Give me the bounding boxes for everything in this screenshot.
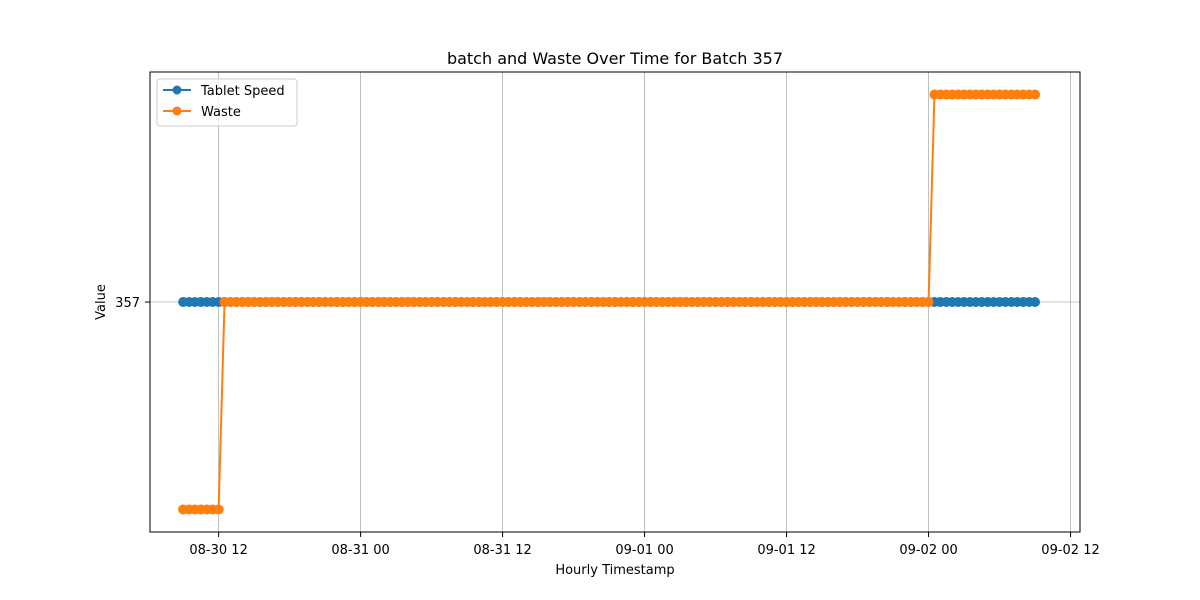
x-tick-label: 08-31 00	[331, 543, 389, 558]
x-tick-label: 08-31 12	[473, 543, 531, 558]
x-tick-label: 09-02 00	[899, 543, 957, 558]
x-axis-label: Hourly Timestamp	[555, 563, 674, 578]
legend-label-tablet-speed: Tablet Speed	[200, 84, 285, 99]
series-waste	[178, 89, 1041, 515]
data-point-tablet-speed	[1030, 297, 1041, 307]
x-tick-label: 09-02 12	[1041, 543, 1099, 558]
y-axis-label: Value	[94, 284, 109, 320]
data-point-waste	[923, 297, 934, 307]
series-layer	[178, 89, 1041, 515]
y-tick-label: 357	[115, 296, 140, 311]
x-tick-label: 09-01 00	[615, 543, 673, 558]
x-axis-ticks: 08-30 12 08-31 00 08-31 12 09-01 00 09-01 12…	[189, 532, 1100, 558]
legend-marker-waste	[172, 106, 182, 116]
legend-label-waste: Waste	[201, 105, 241, 120]
y-axis-ticks: 357	[115, 296, 150, 311]
x-tick-label: 08-30 12	[189, 543, 247, 558]
chart-title: batch and Waste Over Time for Batch 357	[447, 49, 783, 68]
data-point-waste	[1030, 89, 1041, 100]
x-tick-label: 09-01 12	[757, 543, 815, 558]
legend-box	[156, 78, 298, 127]
legend-marker-tablet-speed	[172, 85, 182, 95]
legend: Tablet Speed Waste	[156, 78, 298, 127]
data-point-waste	[213, 504, 224, 515]
